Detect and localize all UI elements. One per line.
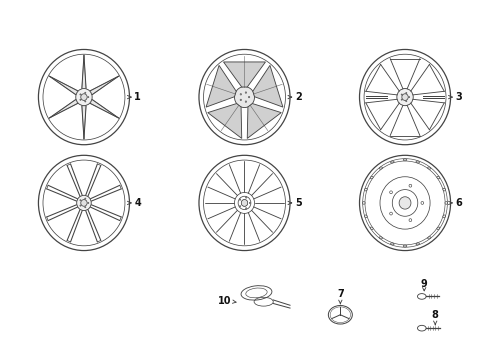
Text: 2: 2 — [294, 92, 301, 102]
Ellipse shape — [442, 215, 445, 217]
Polygon shape — [90, 76, 119, 95]
Ellipse shape — [240, 94, 241, 95]
Ellipse shape — [239, 199, 240, 200]
Ellipse shape — [249, 202, 250, 204]
Ellipse shape — [405, 100, 406, 102]
Ellipse shape — [400, 94, 402, 95]
Ellipse shape — [234, 87, 254, 108]
Ellipse shape — [364, 188, 366, 191]
Ellipse shape — [240, 99, 241, 100]
Polygon shape — [81, 55, 86, 88]
Ellipse shape — [389, 191, 391, 194]
Ellipse shape — [408, 219, 411, 221]
Ellipse shape — [415, 243, 419, 245]
Ellipse shape — [245, 208, 246, 209]
Ellipse shape — [84, 92, 86, 93]
Ellipse shape — [405, 93, 406, 94]
Text: 1: 1 — [134, 92, 141, 102]
Ellipse shape — [389, 212, 391, 215]
Ellipse shape — [403, 245, 406, 247]
Ellipse shape — [81, 199, 87, 206]
Polygon shape — [207, 104, 241, 139]
Ellipse shape — [239, 206, 240, 207]
Text: 3: 3 — [454, 92, 461, 102]
Polygon shape — [247, 104, 281, 139]
Text: 5: 5 — [294, 198, 301, 208]
Ellipse shape — [364, 215, 366, 217]
Ellipse shape — [415, 161, 419, 163]
Text: 8: 8 — [431, 310, 438, 320]
Ellipse shape — [369, 227, 372, 229]
Polygon shape — [49, 76, 78, 95]
Ellipse shape — [362, 202, 365, 204]
Ellipse shape — [369, 176, 372, 179]
Ellipse shape — [84, 101, 86, 102]
Ellipse shape — [80, 205, 81, 206]
Polygon shape — [223, 62, 265, 87]
Polygon shape — [81, 106, 86, 139]
Ellipse shape — [80, 200, 81, 201]
Ellipse shape — [81, 94, 87, 100]
Ellipse shape — [87, 202, 89, 203]
Ellipse shape — [76, 89, 92, 106]
Ellipse shape — [248, 96, 249, 98]
Ellipse shape — [80, 99, 81, 100]
Ellipse shape — [400, 99, 402, 100]
Ellipse shape — [396, 89, 412, 106]
Text: 4: 4 — [134, 198, 141, 208]
Ellipse shape — [403, 159, 406, 161]
Ellipse shape — [436, 227, 439, 229]
Ellipse shape — [390, 161, 393, 163]
Text: 7: 7 — [336, 289, 343, 299]
Text: 10: 10 — [217, 296, 231, 306]
Ellipse shape — [245, 197, 246, 198]
Ellipse shape — [408, 96, 409, 98]
Ellipse shape — [390, 243, 393, 245]
Polygon shape — [252, 66, 283, 107]
Ellipse shape — [87, 96, 89, 98]
Ellipse shape — [442, 188, 445, 191]
Ellipse shape — [84, 207, 86, 208]
Polygon shape — [49, 100, 78, 118]
Ellipse shape — [244, 101, 246, 102]
Ellipse shape — [398, 197, 410, 209]
Ellipse shape — [80, 94, 81, 95]
Ellipse shape — [401, 94, 407, 100]
Ellipse shape — [444, 202, 447, 204]
Ellipse shape — [436, 176, 439, 179]
Ellipse shape — [378, 167, 382, 169]
Ellipse shape — [420, 202, 423, 204]
Ellipse shape — [77, 195, 91, 211]
Ellipse shape — [84, 198, 86, 199]
Ellipse shape — [427, 237, 430, 239]
Polygon shape — [90, 100, 119, 118]
Text: 9: 9 — [420, 279, 427, 289]
Ellipse shape — [241, 199, 247, 206]
Polygon shape — [205, 66, 236, 107]
Ellipse shape — [244, 92, 246, 93]
Text: 6: 6 — [454, 198, 461, 208]
Ellipse shape — [378, 237, 382, 239]
Ellipse shape — [427, 167, 430, 169]
Ellipse shape — [408, 184, 411, 187]
